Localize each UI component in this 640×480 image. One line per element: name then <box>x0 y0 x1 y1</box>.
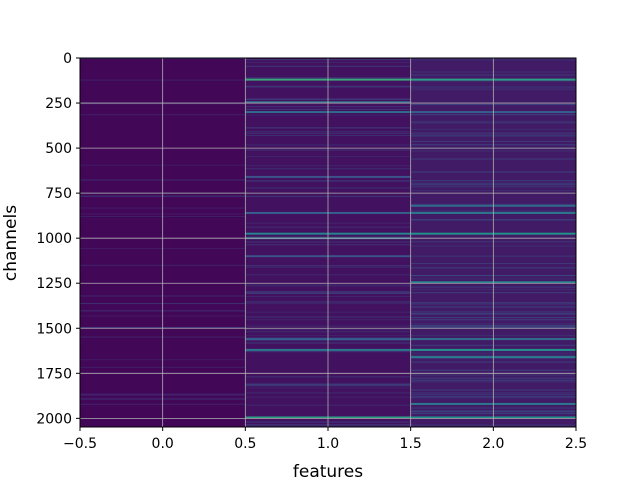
y-tick-label: 750 <box>45 186 72 202</box>
plot-area <box>79 57 577 428</box>
y-tick-label: 250 <box>45 96 72 112</box>
x-axis: −0.5 0.0 0.5 1.0 1.5 2.0 2.5 <box>63 427 587 452</box>
y-tick-label: 2000 <box>36 411 72 427</box>
x-tick-label: 0.5 <box>234 436 256 452</box>
x-tick-label: 0.0 <box>152 436 174 452</box>
y-tick-label: 1750 <box>36 366 72 382</box>
y-axis-label: channels <box>1 205 21 281</box>
y-tick-label: 1500 <box>36 321 72 337</box>
x-tick-label: −0.5 <box>63 436 97 452</box>
y-axis: 0 250 500 750 1000 1250 1500 1750 2000 <box>36 51 80 427</box>
y-tick-label: 1250 <box>36 276 72 292</box>
x-tick-label: 1.0 <box>317 436 339 452</box>
x-axis-label: features <box>293 462 363 480</box>
y-tick-label: 500 <box>45 141 72 157</box>
x-tick-label: 2.0 <box>482 436 504 452</box>
y-tick-label: 1000 <box>36 231 72 247</box>
x-tick-label: 1.5 <box>400 436 422 452</box>
y-tick-label: 0 <box>63 51 72 67</box>
x-tick-label: 2.5 <box>565 436 587 452</box>
